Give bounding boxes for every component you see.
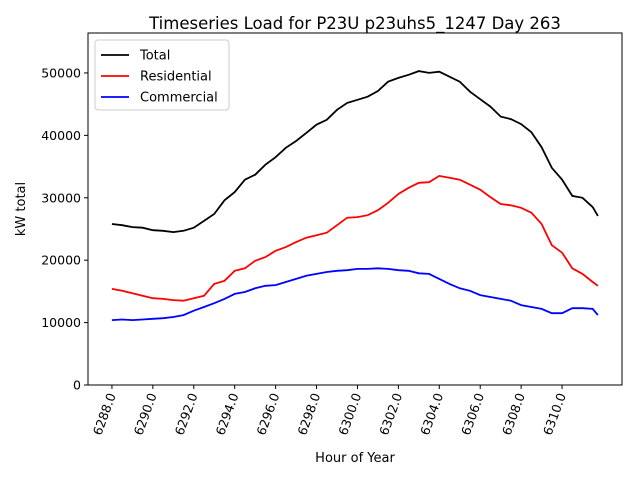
legend-label: Commercial bbox=[140, 91, 218, 106]
series-layer bbox=[111, 70, 599, 322]
series-line-residential bbox=[111, 174, 599, 302]
x-tick-label: 6288.0 bbox=[90, 391, 119, 437]
x-axis: 6288.0 6290.0 6292.0 6294.0 6296.0 6298.0 6300… bbox=[90, 385, 569, 437]
legend-label: Total bbox=[139, 49, 170, 64]
x-axis-label: Hour of Year bbox=[315, 451, 395, 466]
y-tick-label: 20000 bbox=[41, 253, 81, 268]
chart-title: Timeseries Load for P23U p23uhs5_1247 Da… bbox=[148, 14, 561, 34]
x-tick-label: 6292.0 bbox=[172, 391, 201, 437]
x-tick-label: 6308.0 bbox=[499, 391, 528, 437]
x-tick-label: 6296.0 bbox=[253, 391, 282, 437]
y-tick-label: 40000 bbox=[41, 128, 81, 143]
legend-label: Residential bbox=[140, 70, 212, 85]
x-tick-label: 6298.0 bbox=[294, 391, 323, 437]
x-tick-label: 6302.0 bbox=[376, 391, 405, 437]
x-tick-label: 6294.0 bbox=[212, 391, 241, 437]
legend: Total Residential Commercial bbox=[94, 39, 230, 111]
y-axis: 0 10000 20000 30000 40000 50000 bbox=[41, 65, 88, 393]
x-tick-label: 6300.0 bbox=[335, 391, 364, 437]
y-axis-label: kW total bbox=[14, 182, 29, 236]
x-tick-label: 6290.0 bbox=[131, 391, 160, 437]
x-tick-label: 6304.0 bbox=[417, 391, 446, 437]
x-tick-label: 6310.0 bbox=[540, 391, 569, 437]
plot-frame bbox=[87, 32, 623, 386]
series-line-commercial bbox=[111, 267, 599, 322]
legend-frame bbox=[94, 39, 230, 111]
y-tick-label: 10000 bbox=[41, 315, 81, 330]
x-tick-label: 6306.0 bbox=[458, 391, 487, 437]
y-tick-label: 30000 bbox=[41, 190, 81, 205]
y-tick-label: 50000 bbox=[41, 65, 81, 80]
series-line-total bbox=[111, 70, 599, 234]
y-tick-label: 0 bbox=[73, 378, 81, 393]
